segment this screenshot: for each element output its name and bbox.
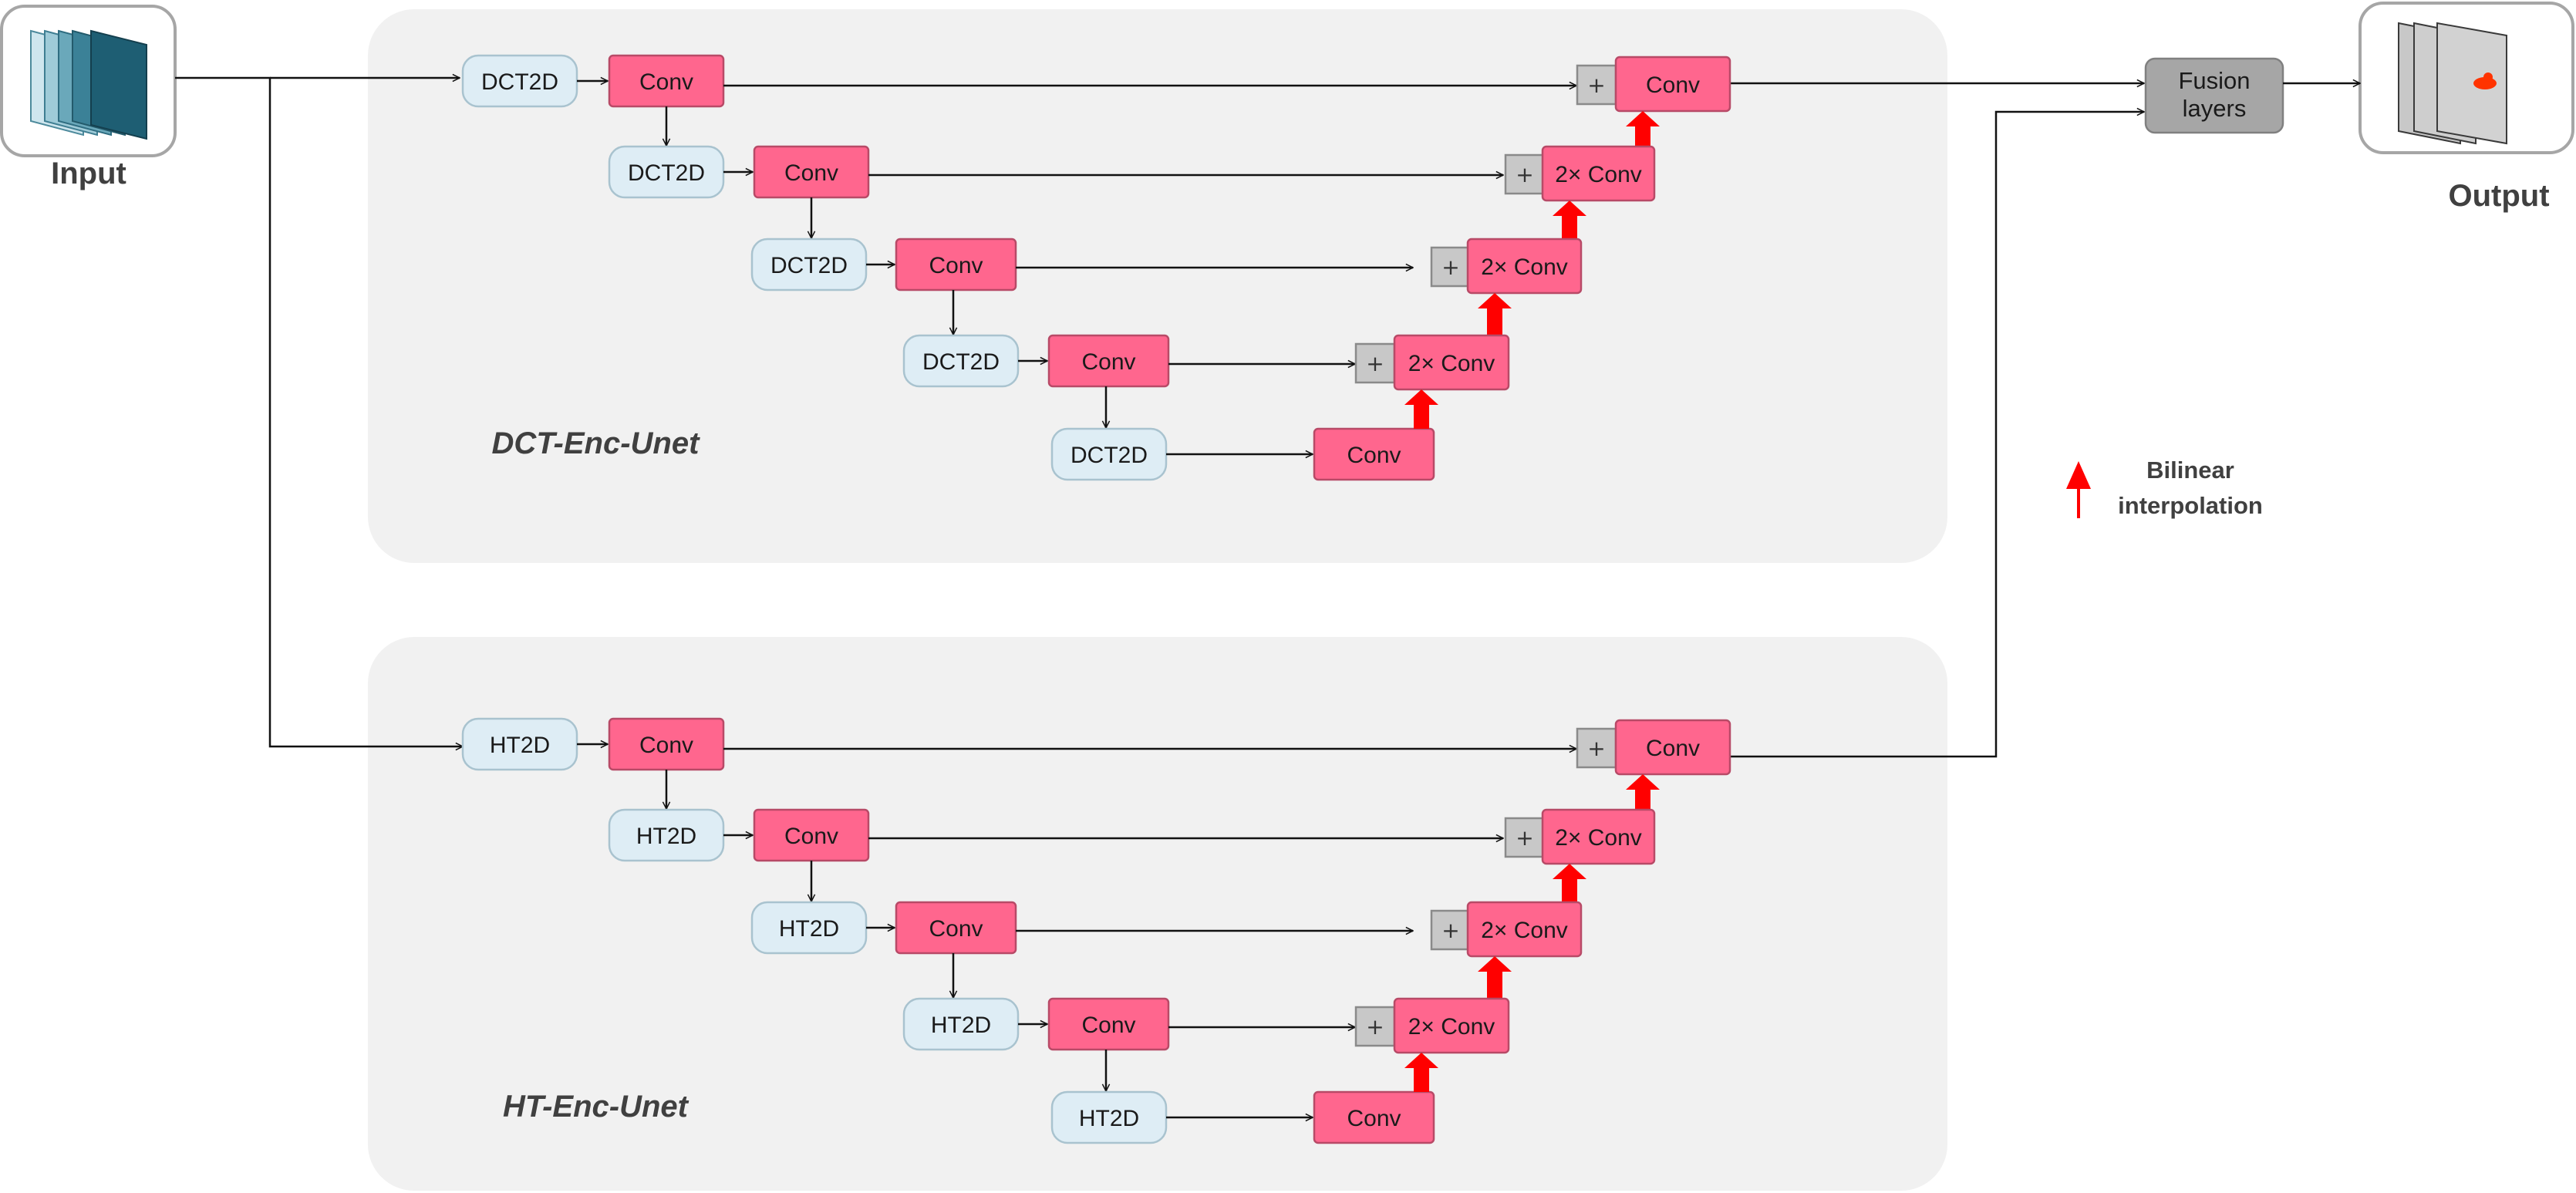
add-block <box>1576 64 1617 106</box>
bilinear-upsample-arrow <box>1553 201 1586 239</box>
transform-block-label: HT2D <box>779 916 839 942</box>
input-label: Input <box>51 157 126 190</box>
conv-block-label: Conv <box>639 69 693 95</box>
decoder-conv-block-1 <box>1614 719 1731 776</box>
decoder-conv-block-3 <box>1466 901 1583 958</box>
input-trunk-wire <box>175 76 463 746</box>
decoder-conv-label: 2× Conv <box>1481 918 1568 943</box>
branch-title: DCT-Enc-Unet <box>492 426 701 460</box>
decoder-conv-block-3 <box>1466 238 1583 295</box>
conv-block-label: Conv <box>639 733 693 758</box>
encoder-conv-block-4 <box>1047 997 1170 1051</box>
bilinear-upsample-arrow <box>1404 389 1438 429</box>
fusion-label-line2: layers <box>2183 95 2247 122</box>
bilinear-upsample-arrow <box>1553 864 1586 902</box>
add-symbol: + <box>1366 351 1384 376</box>
add-symbol: + <box>1366 1014 1384 1040</box>
decoder-conv-label: 2× Conv <box>1555 825 1642 851</box>
decoder-conv-label: 2× Conv <box>1408 1014 1495 1040</box>
transform-block-label: DCT2D <box>922 349 1000 375</box>
add-block <box>1354 342 1396 384</box>
decoder-conv-label: 2× Conv <box>1481 254 1568 280</box>
add-symbol: + <box>1587 736 1605 761</box>
transform-block-label: DCT2D <box>770 253 848 278</box>
decoder-conv-block-4 <box>1393 334 1510 391</box>
dct-enc-unet-branch: DCT-Enc-Unet DCT2D Conv DCT2D Conv DCT2D Conv D… <box>461 54 1731 481</box>
decoder-conv-block-1 <box>1614 56 1731 113</box>
decoder-conv-label: 2× Conv <box>1408 351 1495 376</box>
add-symbol: + <box>1441 918 1459 943</box>
transform-block-label: HT2D <box>931 1013 991 1038</box>
legend-label-line2: interpolation <box>2118 492 2263 519</box>
encoder-conv-block-5 <box>1313 427 1435 481</box>
transform-block-label: HT2D <box>1079 1106 1139 1131</box>
decoder-conv-block-2 <box>1541 808 1656 865</box>
input-icon <box>0 5 177 157</box>
transform-block-label: DCT2D <box>628 160 705 186</box>
conv-block-label: Conv <box>929 916 983 942</box>
conv-block-label: Conv <box>1347 443 1401 468</box>
bilinear-upsample-arrow <box>1404 1053 1438 1092</box>
conv-block-label: Conv <box>784 160 838 186</box>
bilinear-upsample-arrow <box>1478 293 1512 335</box>
ht-to-fusion-wire <box>1730 112 2144 758</box>
decoder-conv-label: Conv <box>1646 736 1700 761</box>
bilinear-upsample-arrow <box>1626 111 1660 147</box>
add-block <box>1430 909 1472 951</box>
decoder-conv-block-4 <box>1393 997 1510 1054</box>
fusion-layers-block <box>2144 57 2284 134</box>
conv-block-label: Conv <box>1081 1013 1135 1038</box>
bilinear-upsample-arrow <box>1478 956 1512 999</box>
output-label: Output <box>2448 179 2549 213</box>
ht-enc-unet-branch: HT-Enc-Unet HT2D Conv HT2D Conv HT2D Conv HT2D C… <box>461 717 1731 1144</box>
fusion-label-line1: Fusion <box>2178 67 2250 94</box>
decoder-conv-label: 2× Conv <box>1555 162 1642 187</box>
add-symbol: + <box>1516 825 1533 851</box>
encoder-conv-block-3 <box>895 901 1017 955</box>
bilinear-interpolation-legend-icon <box>2066 461 2091 518</box>
bilinear-upsample-arrow <box>1626 774 1660 810</box>
transform-block-label: HT2D <box>490 733 550 758</box>
transform-block-label: HT2D <box>636 824 696 849</box>
decoder-conv-block-2 <box>1541 145 1656 202</box>
add-symbol: + <box>1587 72 1605 98</box>
transform-block-label: DCT2D <box>1071 443 1148 468</box>
decoder-conv-label: Conv <box>1646 72 1700 98</box>
conv-block-label: Conv <box>1347 1106 1401 1131</box>
legend-label-line1: Bilinear <box>2146 457 2234 484</box>
branch-title: HT-Enc-Unet <box>503 1090 690 1124</box>
add-symbol: + <box>1441 254 1459 280</box>
conv-block-label: Conv <box>929 253 983 278</box>
transform-block-label: DCT2D <box>481 69 558 95</box>
conv-block-label: Conv <box>784 824 838 849</box>
conv-block-label: Conv <box>1081 349 1135 375</box>
ht-branch-region <box>368 637 1947 1191</box>
encoder-conv-block-3 <box>895 238 1017 292</box>
add-symbol: + <box>1516 162 1533 187</box>
encoder-conv-block-4 <box>1047 334 1170 388</box>
encoder-conv-block-5 <box>1313 1090 1435 1144</box>
add-block <box>1504 153 1546 195</box>
output-icon <box>2359 2 2574 154</box>
